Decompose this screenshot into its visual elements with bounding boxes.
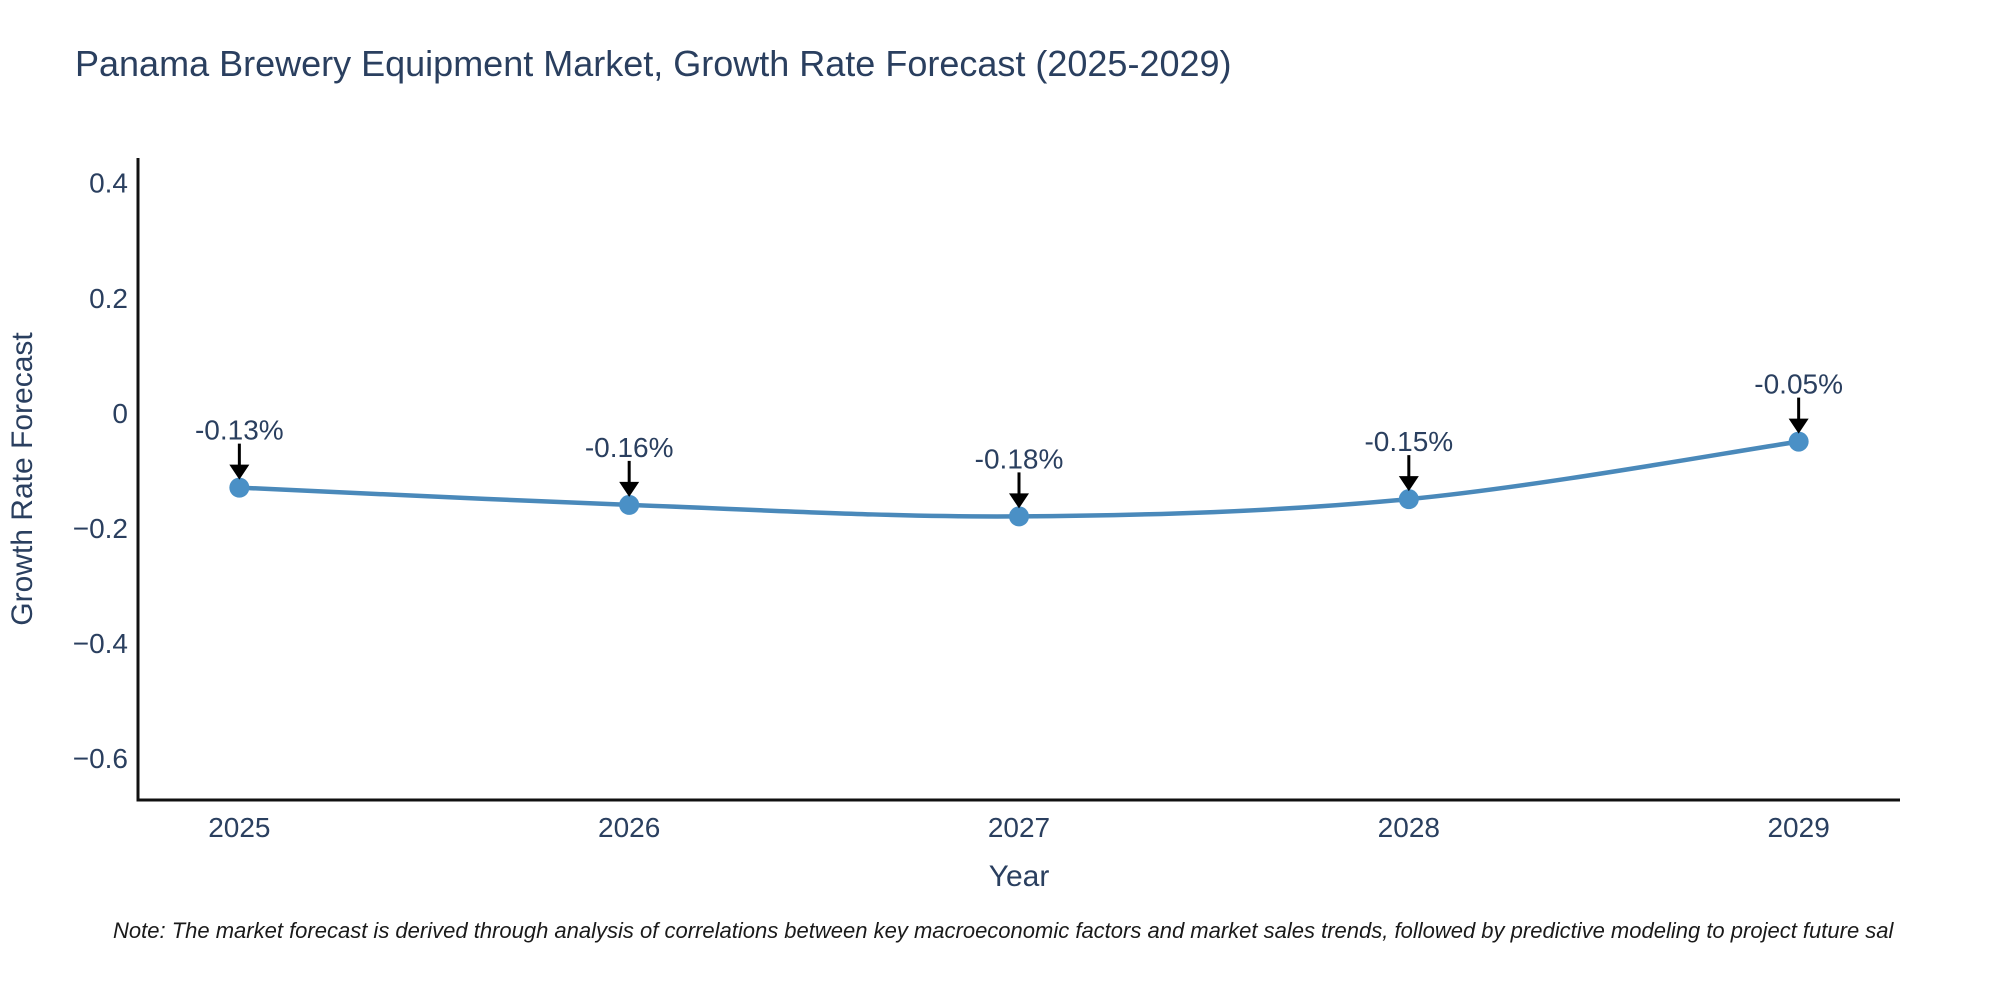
annotation-arrowhead <box>619 481 640 497</box>
annotation-label: -0.16% <box>585 432 674 463</box>
chart-title: Panama Brewery Equipment Market, Growth … <box>75 43 1232 84</box>
annotation-label: -0.15% <box>1364 426 1453 457</box>
x-tick-label: 2027 <box>988 812 1050 843</box>
x-tick-label: 2029 <box>1767 812 1829 843</box>
annotation-label: -0.18% <box>975 443 1064 474</box>
y-tick-label: 0.2 <box>89 283 128 314</box>
x-axis-title: Year <box>989 860 1050 893</box>
data-point-marker <box>1398 489 1419 510</box>
data-point-marker <box>619 494 640 515</box>
y-tick-label: 0.4 <box>89 168 128 199</box>
x-tick-label: 2026 <box>598 812 660 843</box>
annotation-arrowhead <box>1009 493 1029 509</box>
y-tick-label: −0.2 <box>73 513 128 544</box>
y-tick-label: −0.4 <box>73 628 128 659</box>
annotation-arrowhead <box>1398 476 1419 492</box>
y-axis-title: Growth Rate Forecast <box>6 332 39 626</box>
x-tick-label: 2025 <box>208 812 270 843</box>
data-point-marker <box>1788 431 1809 452</box>
y-tick-label: 0 <box>112 398 128 429</box>
data-point-marker <box>1009 506 1029 527</box>
annotation-label: -0.13% <box>195 415 284 446</box>
data-point-marker <box>229 477 250 498</box>
annotation-arrowhead <box>229 464 250 480</box>
annotation-label: -0.05% <box>1754 369 1843 400</box>
axis-spines <box>136 158 1900 802</box>
footnote: Note: The market forecast is derived thr… <box>113 918 1894 943</box>
x-tick-label: 2028 <box>1378 812 1440 843</box>
y-tick-label: −0.6 <box>73 743 128 774</box>
annotation-arrowhead <box>1788 418 1809 434</box>
